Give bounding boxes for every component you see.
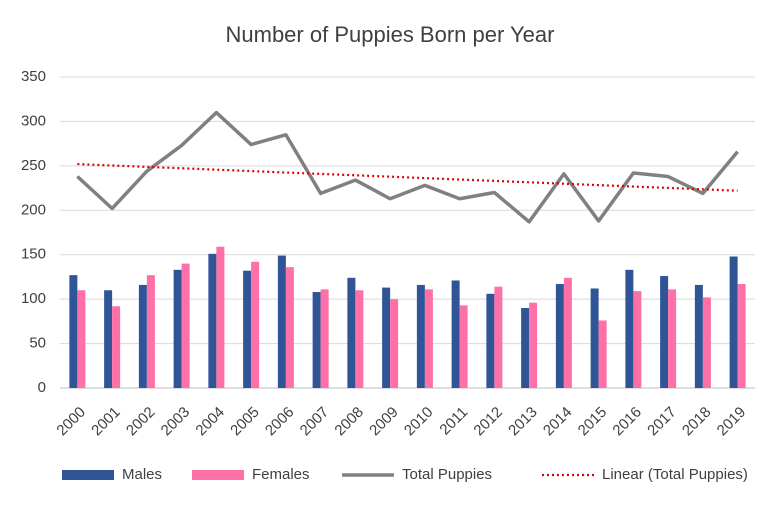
bar	[459, 305, 468, 388]
x-tick-label: 2017	[644, 404, 680, 440]
bar	[320, 289, 329, 388]
bar	[181, 263, 190, 388]
bar	[138, 284, 147, 388]
bar	[529, 302, 538, 388]
bar	[424, 289, 433, 388]
bar	[737, 284, 746, 388]
bar	[660, 276, 669, 388]
x-tick-label: 2014	[540, 404, 576, 440]
bar	[69, 275, 78, 388]
bar	[216, 246, 225, 388]
bar	[208, 253, 217, 388]
bar	[77, 290, 86, 388]
bar	[285, 267, 294, 388]
bar	[598, 320, 607, 388]
y-tick-label: 200	[21, 201, 46, 218]
bar	[729, 256, 738, 388]
x-tick-label: 2008	[331, 404, 367, 440]
legend-swatch	[62, 470, 114, 480]
x-tick-label: 2018	[679, 404, 715, 440]
legend-label: Females	[252, 466, 310, 483]
x-tick-label: 2019	[714, 404, 750, 440]
bar	[563, 277, 572, 388]
y-tick-label: 350	[21, 68, 46, 85]
bar	[625, 269, 634, 388]
bar	[173, 269, 182, 388]
x-tick-label: 2000	[53, 404, 89, 440]
bar	[112, 306, 121, 388]
bar	[590, 288, 599, 388]
bar	[668, 289, 677, 388]
bar	[555, 284, 564, 388]
bar	[104, 290, 113, 388]
bar	[277, 255, 286, 388]
legend-swatch	[192, 470, 244, 480]
x-tick-label: 2004	[192, 404, 228, 440]
y-tick-label: 150	[21, 246, 46, 263]
y-tick-label: 0	[38, 379, 46, 396]
legend-label: Total Puppies	[402, 466, 492, 483]
bar	[416, 284, 425, 388]
legend-label: Linear (Total Puppies)	[602, 466, 748, 483]
bar	[251, 261, 260, 388]
bar	[312, 292, 321, 388]
x-tick-label: 2001	[88, 404, 124, 440]
line	[76, 110, 739, 224]
x-tick-label: 2011	[436, 404, 471, 439]
x-tick-label: 2005	[227, 404, 263, 440]
chart-title: Number of Puppies Born per Year	[226, 22, 555, 47]
x-tick-label: 2010	[401, 404, 437, 440]
bar	[382, 287, 391, 388]
y-tick-label: 250	[21, 157, 46, 174]
bar	[243, 270, 252, 388]
x-tick-label: 2007	[297, 404, 333, 440]
bar	[486, 293, 495, 388]
bar	[451, 280, 460, 388]
bar	[494, 286, 503, 388]
bar	[390, 299, 399, 388]
y-tick-label: 50	[29, 335, 46, 352]
line	[77, 162, 738, 192]
x-tick-label: 2013	[505, 404, 541, 440]
legend-label: Males	[122, 466, 162, 483]
bar	[146, 275, 155, 388]
x-tick-label: 2002	[123, 404, 159, 440]
x-tick-label: 2015	[575, 404, 611, 440]
bar	[521, 308, 530, 388]
x-tick-label: 2006	[262, 404, 298, 440]
x-tick-label: 2012	[470, 404, 506, 440]
bar	[633, 291, 642, 388]
x-tick-label: 2009	[366, 404, 402, 440]
bar	[355, 290, 364, 388]
x-tick-label: 2003	[158, 404, 194, 440]
bar	[702, 297, 711, 388]
bar	[694, 284, 703, 388]
bar	[347, 277, 356, 388]
y-tick-label: 100	[21, 290, 46, 307]
x-tick-label: 2016	[609, 404, 645, 440]
y-tick-label: 300	[21, 112, 46, 129]
